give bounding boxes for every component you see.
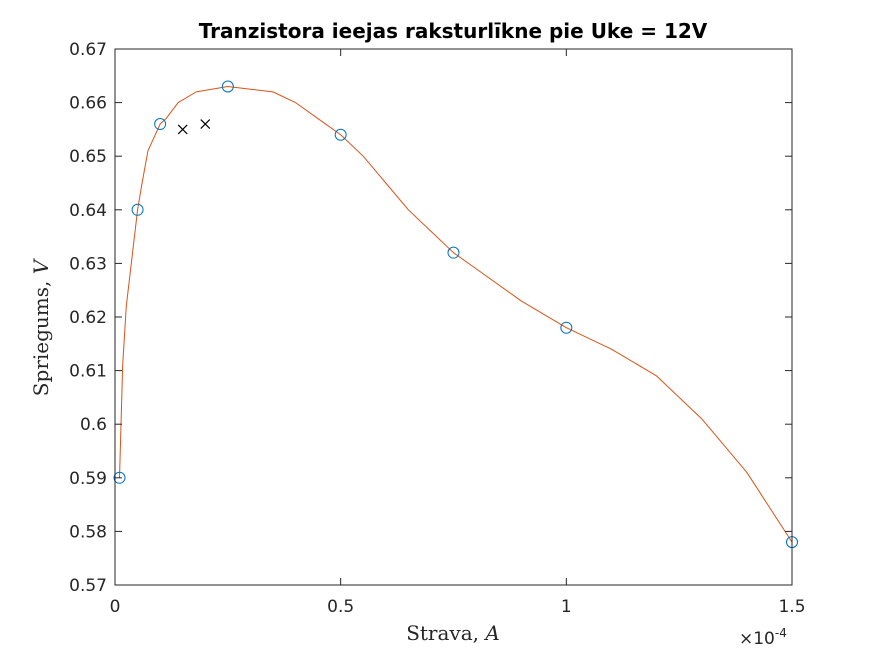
data-point-cross (177, 124, 188, 135)
cross-stroke (177, 124, 188, 135)
x-axis-exponent: ×10-4 (739, 626, 787, 649)
data-point-circle (131, 203, 144, 216)
x-tick-label: 0 (110, 597, 121, 617)
y-tick-label: 0.6 (80, 415, 107, 435)
y-tick-label: 0.58 (69, 522, 107, 542)
y-tick-label: 0.59 (69, 469, 107, 489)
y-tick-label: 0.65 (69, 147, 107, 167)
y-tick-label: 0.67 (69, 40, 107, 60)
data-point-circle (560, 321, 573, 334)
y-tick-label: 0.64 (69, 201, 107, 221)
x-tick-label: 1 (561, 597, 572, 617)
y-tick-label: 0.66 (69, 94, 107, 114)
fit-curve (119, 86, 793, 543)
y-tick-label: 0.57 (69, 576, 107, 596)
y-tick-label: 0.61 (69, 362, 107, 382)
data-point-circle (221, 80, 234, 93)
data-point-cross (200, 119, 211, 129)
y-axis-label: Spriegums, V (29, 257, 53, 396)
data-point-circle (113, 471, 126, 484)
plot-area (113, 49, 798, 585)
data-point-circle (154, 118, 167, 131)
x-tick-label: 1.5 (778, 597, 805, 617)
y-tick-label: 0.62 (69, 308, 107, 328)
axes: 0 0.5 1 1.5 0.57 0.58 0.59 0.6 0.61 0.62 0.63 0.64 0… (69, 40, 805, 617)
x-axis-label: Strava, A (406, 621, 500, 645)
cross-stroke (200, 119, 211, 129)
data-point-circle (334, 128, 347, 141)
plot-background (115, 49, 792, 585)
chart-title: Tranzistora ieejas raksturlīkne pie Uke … (199, 19, 708, 43)
data-point-circle (447, 246, 460, 259)
y-tick-label: 0.63 (69, 254, 107, 274)
x-tick-label: 0.5 (327, 597, 354, 617)
